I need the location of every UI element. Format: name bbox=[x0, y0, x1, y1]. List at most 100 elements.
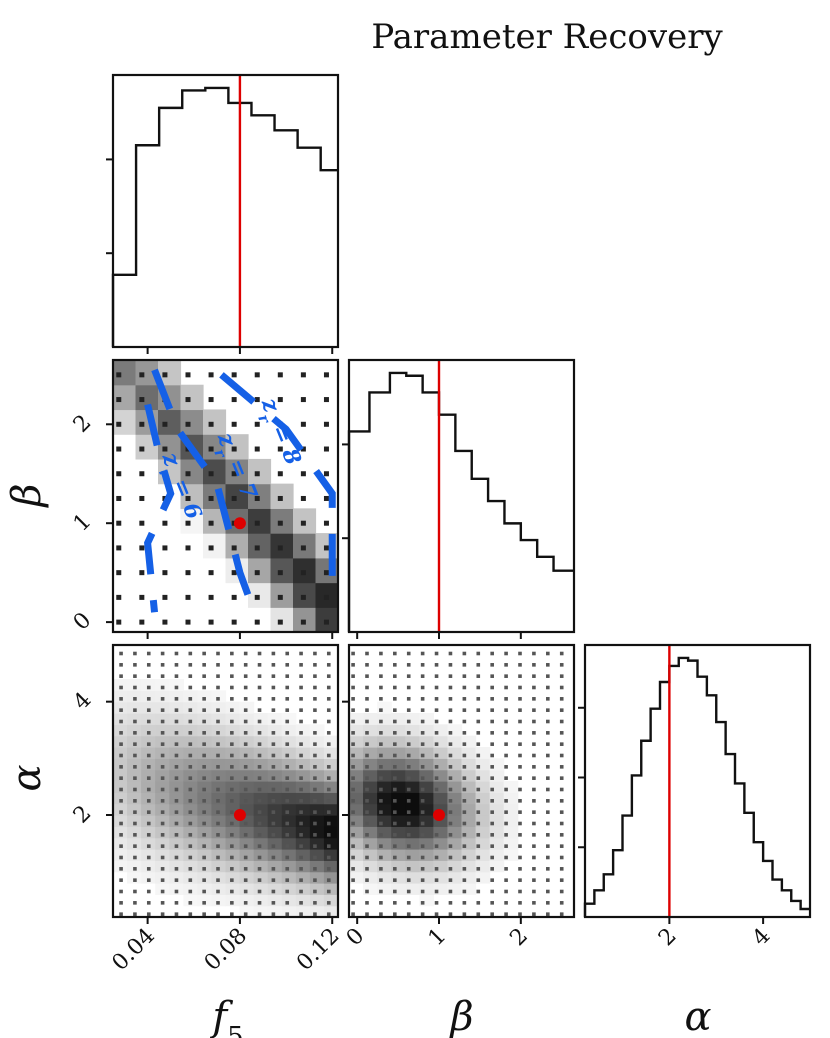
grid-point bbox=[313, 708, 317, 712]
density-cell bbox=[323, 815, 338, 827]
density-cell bbox=[377, 713, 392, 725]
grid-point bbox=[216, 685, 220, 690]
grid-point bbox=[476, 765, 481, 769]
density-cell bbox=[211, 713, 227, 725]
grid-point bbox=[116, 619, 122, 625]
grid-point bbox=[504, 731, 508, 735]
grid-point bbox=[243, 912, 248, 916]
density-cell bbox=[239, 849, 255, 861]
grid-point bbox=[243, 708, 248, 712]
grid-point bbox=[174, 878, 179, 882]
grid-point bbox=[231, 570, 237, 576]
grid-point bbox=[490, 821, 494, 826]
grid-point bbox=[285, 685, 290, 690]
density-cell bbox=[141, 792, 156, 805]
density-cell bbox=[309, 849, 325, 861]
grid-point bbox=[243, 674, 248, 678]
grid-point bbox=[277, 372, 283, 378]
density-cell bbox=[489, 792, 505, 805]
density-cell bbox=[405, 724, 420, 737]
grid-point bbox=[448, 685, 453, 690]
density-cell bbox=[433, 792, 449, 805]
grid-point bbox=[476, 753, 481, 758]
grid-point bbox=[230, 799, 234, 803]
grid-point bbox=[285, 844, 290, 848]
density-cell bbox=[211, 769, 227, 782]
grid-point bbox=[379, 685, 383, 690]
grid-point bbox=[406, 674, 411, 678]
density-cell bbox=[253, 803, 269, 816]
grid-point bbox=[462, 821, 467, 826]
grid-point bbox=[532, 685, 536, 690]
grid-point bbox=[243, 742, 248, 746]
grid-point bbox=[202, 742, 206, 746]
grid-point bbox=[277, 471, 283, 477]
grid-point bbox=[379, 753, 383, 758]
grid-point bbox=[133, 742, 137, 746]
grid-point bbox=[518, 663, 522, 667]
grid-point bbox=[379, 776, 383, 780]
grid-point bbox=[434, 844, 439, 848]
grid-point bbox=[490, 912, 494, 916]
density-cell bbox=[127, 769, 142, 782]
density-cell bbox=[155, 815, 170, 827]
grid-point bbox=[162, 372, 168, 378]
grid-point bbox=[116, 545, 122, 551]
grid-point bbox=[532, 742, 536, 746]
density-cell bbox=[419, 803, 434, 816]
grid-point bbox=[504, 651, 508, 656]
grid-point bbox=[365, 685, 369, 690]
grid-point bbox=[230, 708, 234, 712]
density-cell bbox=[267, 747, 283, 759]
grid-point bbox=[243, 889, 248, 894]
density-cell bbox=[377, 871, 392, 884]
grid-point bbox=[146, 878, 151, 882]
beta-alpha-xtick-label: 2 bbox=[505, 924, 533, 952]
density-cell bbox=[405, 837, 420, 850]
grid-point bbox=[462, 674, 467, 678]
grid-point bbox=[271, 651, 276, 656]
density-cell bbox=[169, 758, 184, 771]
density-cell bbox=[475, 758, 491, 771]
grid-point bbox=[202, 708, 206, 712]
density-cell bbox=[281, 837, 297, 850]
density-cell bbox=[225, 815, 241, 827]
alpha-hist-xtick-label: 4 bbox=[748, 924, 776, 952]
grid-point bbox=[393, 697, 397, 701]
grid-point bbox=[188, 742, 193, 746]
grid-point bbox=[532, 889, 536, 894]
grid-point bbox=[420, 799, 425, 803]
f5-beta-density: zr = 6zr = 7zr = 8 bbox=[113, 360, 338, 632]
density-cell bbox=[169, 724, 184, 737]
grid-point bbox=[202, 674, 206, 678]
grid-point bbox=[393, 867, 397, 871]
density-cell bbox=[267, 769, 283, 782]
grid-point bbox=[420, 765, 425, 769]
density-cell bbox=[113, 815, 128, 827]
grid-point bbox=[546, 787, 550, 792]
density-cell bbox=[281, 894, 297, 907]
grid-point bbox=[476, 833, 481, 837]
grid-point bbox=[351, 674, 355, 678]
grid-point bbox=[257, 719, 262, 724]
grid-point bbox=[476, 685, 481, 690]
grid-point bbox=[185, 520, 191, 526]
grid-point bbox=[257, 844, 262, 848]
density-cell bbox=[169, 815, 184, 827]
grid-point bbox=[299, 810, 303, 814]
grid-point bbox=[559, 810, 564, 814]
grid-point bbox=[559, 889, 564, 894]
grid-point bbox=[188, 776, 193, 780]
density-cell bbox=[405, 860, 420, 873]
density-cell bbox=[461, 781, 477, 793]
grid-point bbox=[365, 674, 369, 678]
grid-point bbox=[231, 421, 237, 427]
grid-point bbox=[146, 855, 151, 860]
chart-title: Parameter Recovery bbox=[371, 17, 723, 57]
grid-point bbox=[257, 912, 262, 916]
grid-point bbox=[119, 912, 123, 916]
grid-point bbox=[271, 912, 276, 916]
density-cell bbox=[141, 860, 156, 873]
grid-point bbox=[313, 787, 317, 792]
grid-point bbox=[532, 708, 536, 712]
